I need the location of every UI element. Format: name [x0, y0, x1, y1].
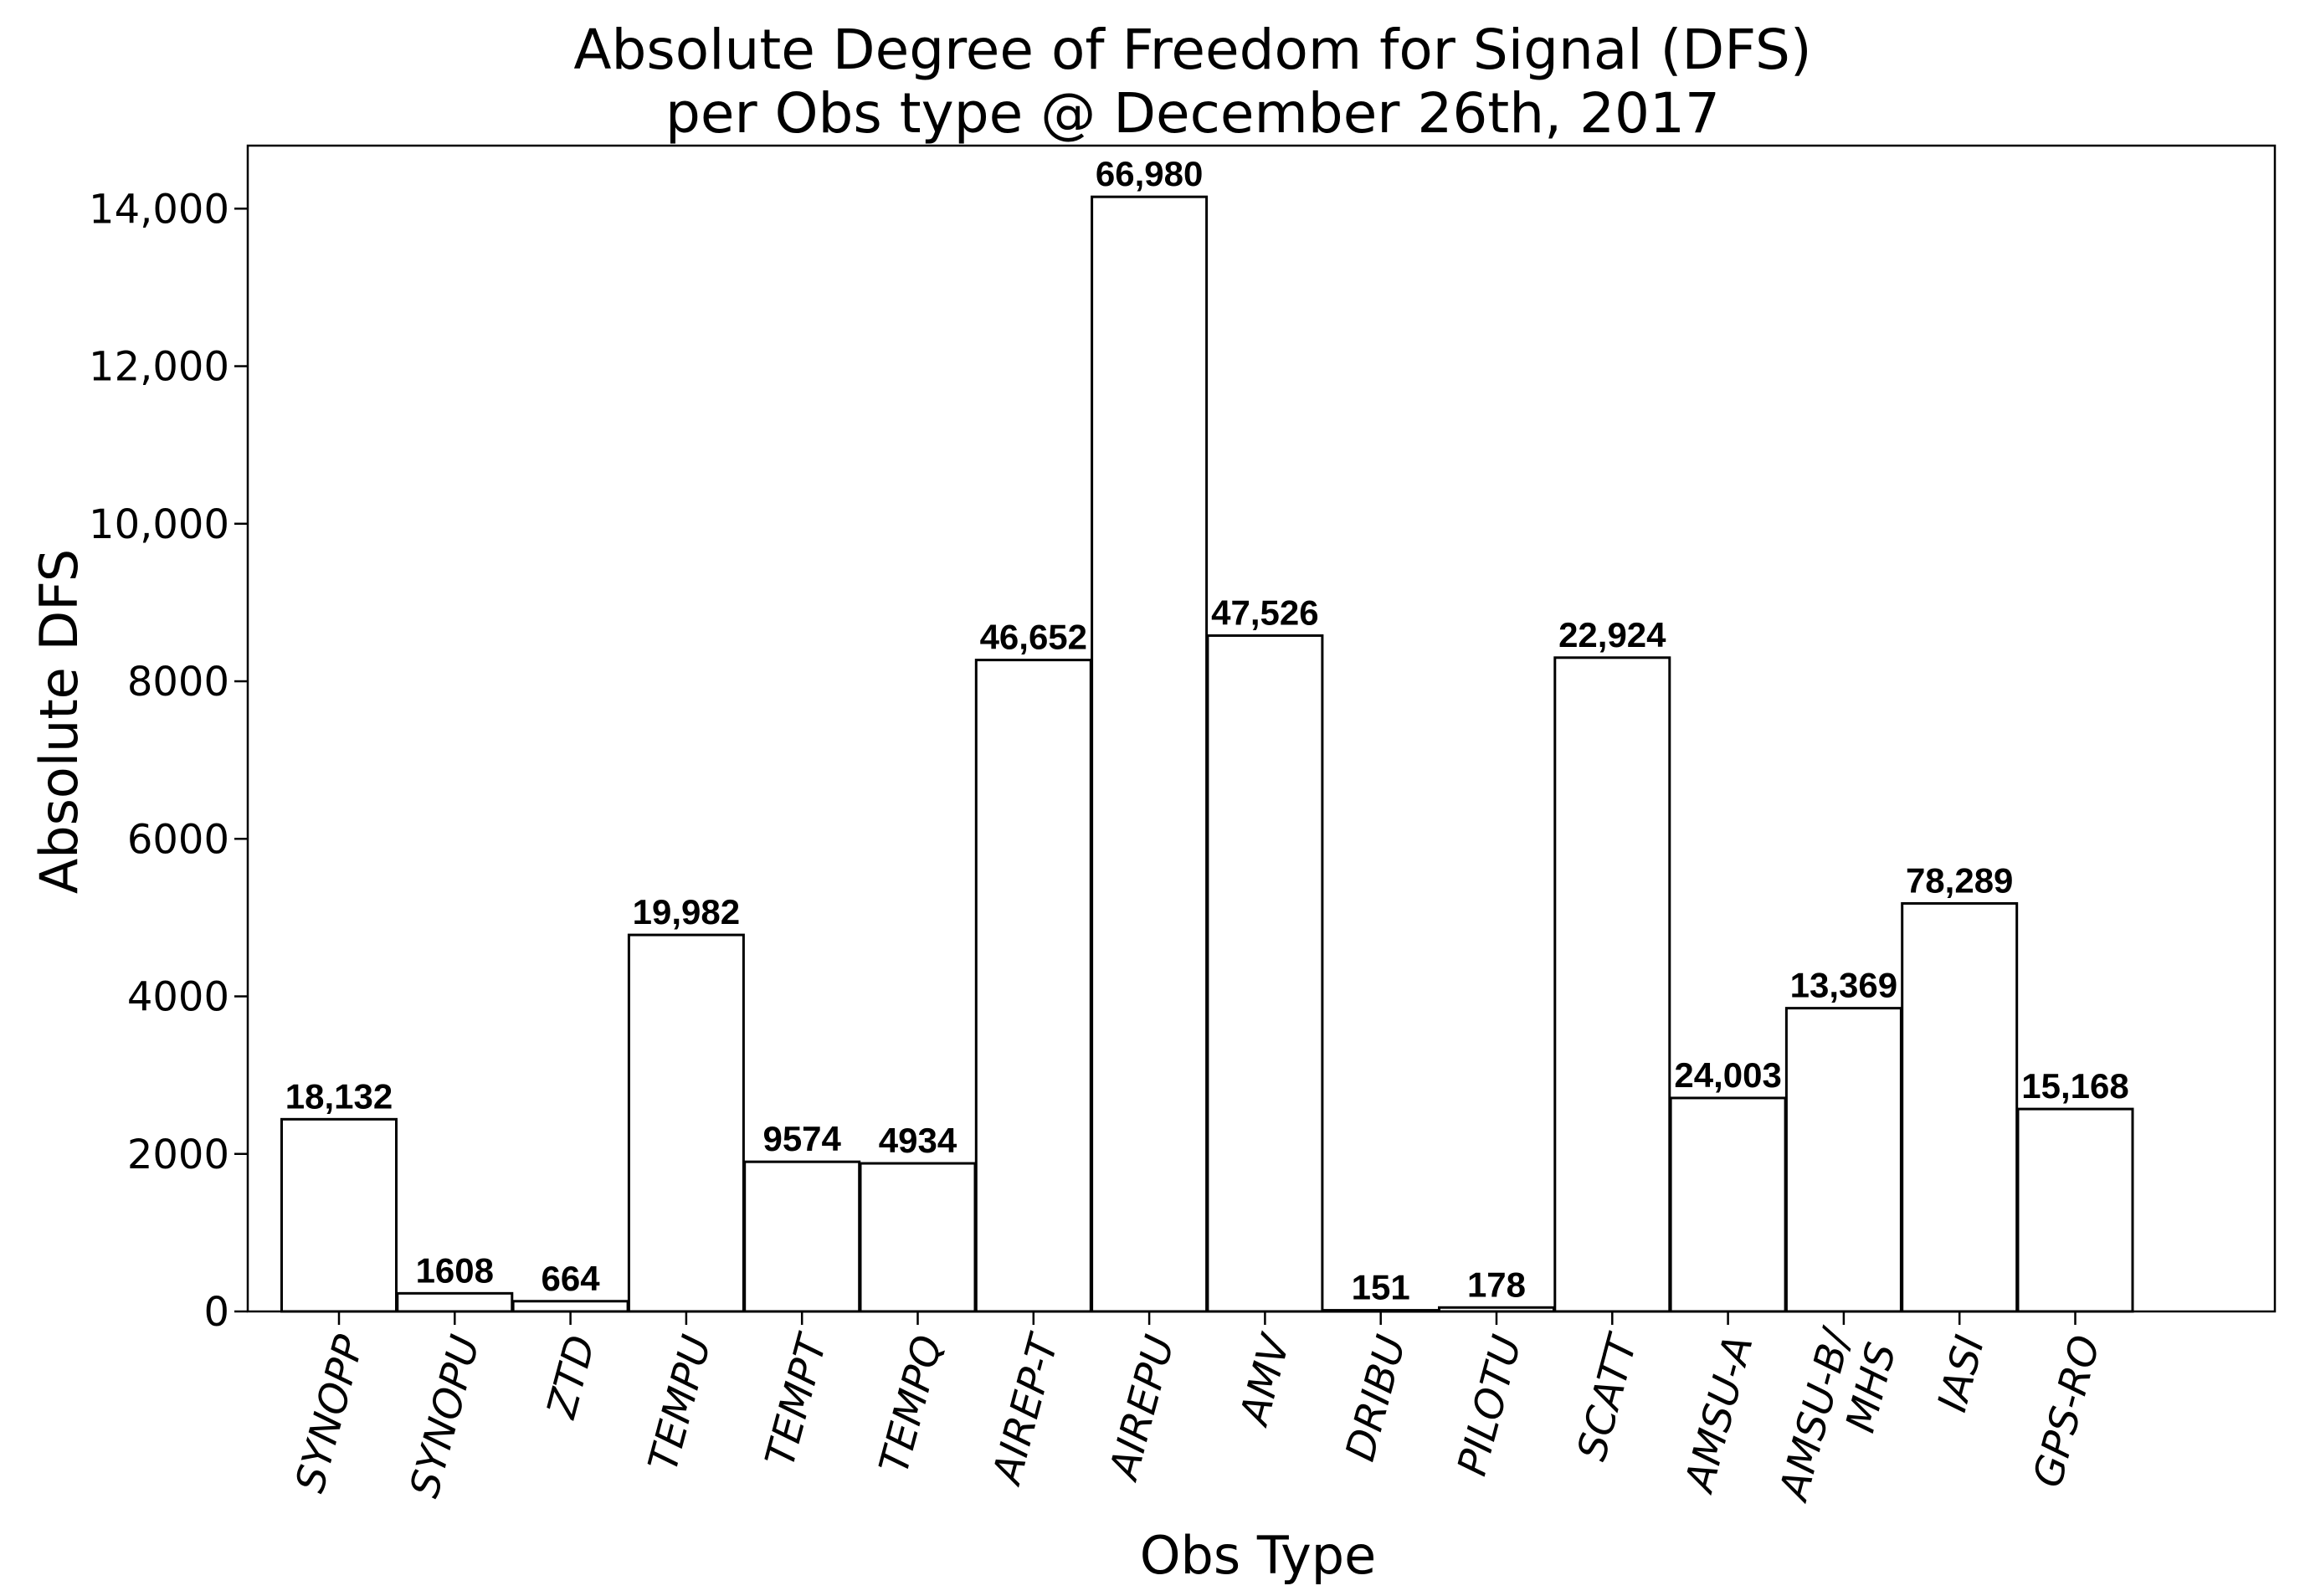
x-tick-label: SYNOPU — [401, 1331, 489, 1502]
data-label: 4934 — [879, 1121, 957, 1160]
data-label: 46,652 — [980, 618, 1087, 657]
data-label: 9574 — [762, 1119, 841, 1158]
data-label: 13,369 — [1790, 966, 1897, 1005]
chart-subtitle: per Obs type @ December 26th, 2017 — [665, 81, 1720, 146]
bar — [1206, 634, 1324, 1313]
data-label: 664 — [542, 1259, 601, 1298]
bar — [1091, 195, 1209, 1313]
data-label: 47,526 — [1211, 593, 1318, 632]
bar — [743, 1160, 861, 1313]
y-tick-label: 6000 — [127, 816, 229, 863]
x-tick-label-line: SCATT — [1568, 1327, 1647, 1465]
x-tick-label: ZTD — [537, 1331, 604, 1424]
bar — [1784, 1007, 1902, 1313]
x-tick-label-line: SYNOPP — [286, 1331, 373, 1497]
x-axis-label: Obs Type — [1140, 1525, 1377, 1586]
x-tick-label: TEMPT — [757, 1327, 837, 1471]
x-tick-label-line: PILOTU — [1449, 1331, 1531, 1481]
data-label: 151 — [1352, 1268, 1410, 1307]
x-tick-label: GPS-RO — [2025, 1331, 2110, 1492]
y-axis-label: Absolute DFS — [28, 549, 90, 894]
x-tick-label-line: DRIBU — [1337, 1331, 1415, 1466]
y-tick-label: 10,000 — [89, 501, 229, 548]
bar — [1669, 1096, 1787, 1313]
x-tick-label-line: AIREPU — [1100, 1331, 1183, 1486]
bar — [974, 659, 1092, 1313]
x-tick-label: IASI — [1928, 1331, 1994, 1417]
bar — [1438, 1306, 1555, 1313]
bar — [627, 933, 745, 1313]
x-tick-label-line: TEMPT — [757, 1327, 837, 1471]
bar — [1901, 901, 2019, 1313]
x-tick-label: AMSU-B/MHS — [1769, 1321, 1907, 1519]
x-tick-label: AMV — [1230, 1328, 1300, 1432]
data-label: 19,982 — [633, 892, 740, 931]
data-label: 178 — [1467, 1265, 1526, 1304]
y-tick-label: 14,000 — [89, 186, 229, 233]
x-tick-label-line: AMSU-A — [1676, 1331, 1763, 1499]
data-label: 78,289 — [1906, 860, 2013, 900]
x-tick-label: AMSU-A — [1676, 1331, 1763, 1499]
y-tick-label: 0 — [203, 1289, 229, 1336]
x-tick-label-line: ZTD — [537, 1331, 604, 1424]
data-label: 15,168 — [2021, 1066, 2128, 1106]
bar — [2016, 1107, 2134, 1313]
data-label: 22,924 — [1558, 615, 1666, 654]
x-tick-label-line: IASI — [1928, 1331, 1994, 1417]
x-tick-label-line: GPS-RO — [2025, 1331, 2110, 1492]
x-tick-label: TEMPU — [639, 1331, 721, 1476]
data-label: 18,132 — [285, 1076, 393, 1116]
y-tick-label: 2000 — [127, 1132, 229, 1178]
bar — [1553, 656, 1671, 1313]
bar — [859, 1162, 977, 1313]
x-tick-label-line: TEMPU — [639, 1331, 721, 1476]
x-tick-label: AIREP-T — [983, 1327, 1068, 1491]
x-tick-label: SYNOPP — [286, 1331, 373, 1497]
y-tick-label: 12,000 — [89, 344, 229, 391]
chart-title: Absolute Degree of Freedom for Signal (D… — [573, 18, 1811, 82]
x-tick-label-line: AIREP-T — [983, 1327, 1068, 1491]
data-label: 24,003 — [1674, 1055, 1781, 1095]
x-tick-label: PILOTU — [1449, 1331, 1531, 1481]
x-tick-label: SCATT — [1568, 1327, 1647, 1465]
x-tick-label-line: TEMPQ — [870, 1331, 952, 1479]
x-tick-label-line: AMV — [1230, 1328, 1300, 1432]
x-tick-label-line: SYNOPU — [401, 1331, 489, 1502]
plot-area: 0 2000 4000 6000 8000 10,000 12,000 14,000 18,13… — [89, 144, 2277, 1519]
bar — [396, 1291, 514, 1313]
bar — [280, 1117, 398, 1313]
y-tick-label: 4000 — [127, 974, 229, 1021]
x-tick-label: AIREPU — [1100, 1331, 1183, 1486]
y-tick-label: 8000 — [127, 659, 229, 706]
bar — [511, 1300, 629, 1313]
x-tick-label: DRIBU — [1337, 1331, 1415, 1466]
data-label: 66,980 — [1096, 154, 1203, 193]
data-label: 1608 — [416, 1250, 494, 1290]
x-tick-label: TEMPQ — [870, 1331, 952, 1479]
